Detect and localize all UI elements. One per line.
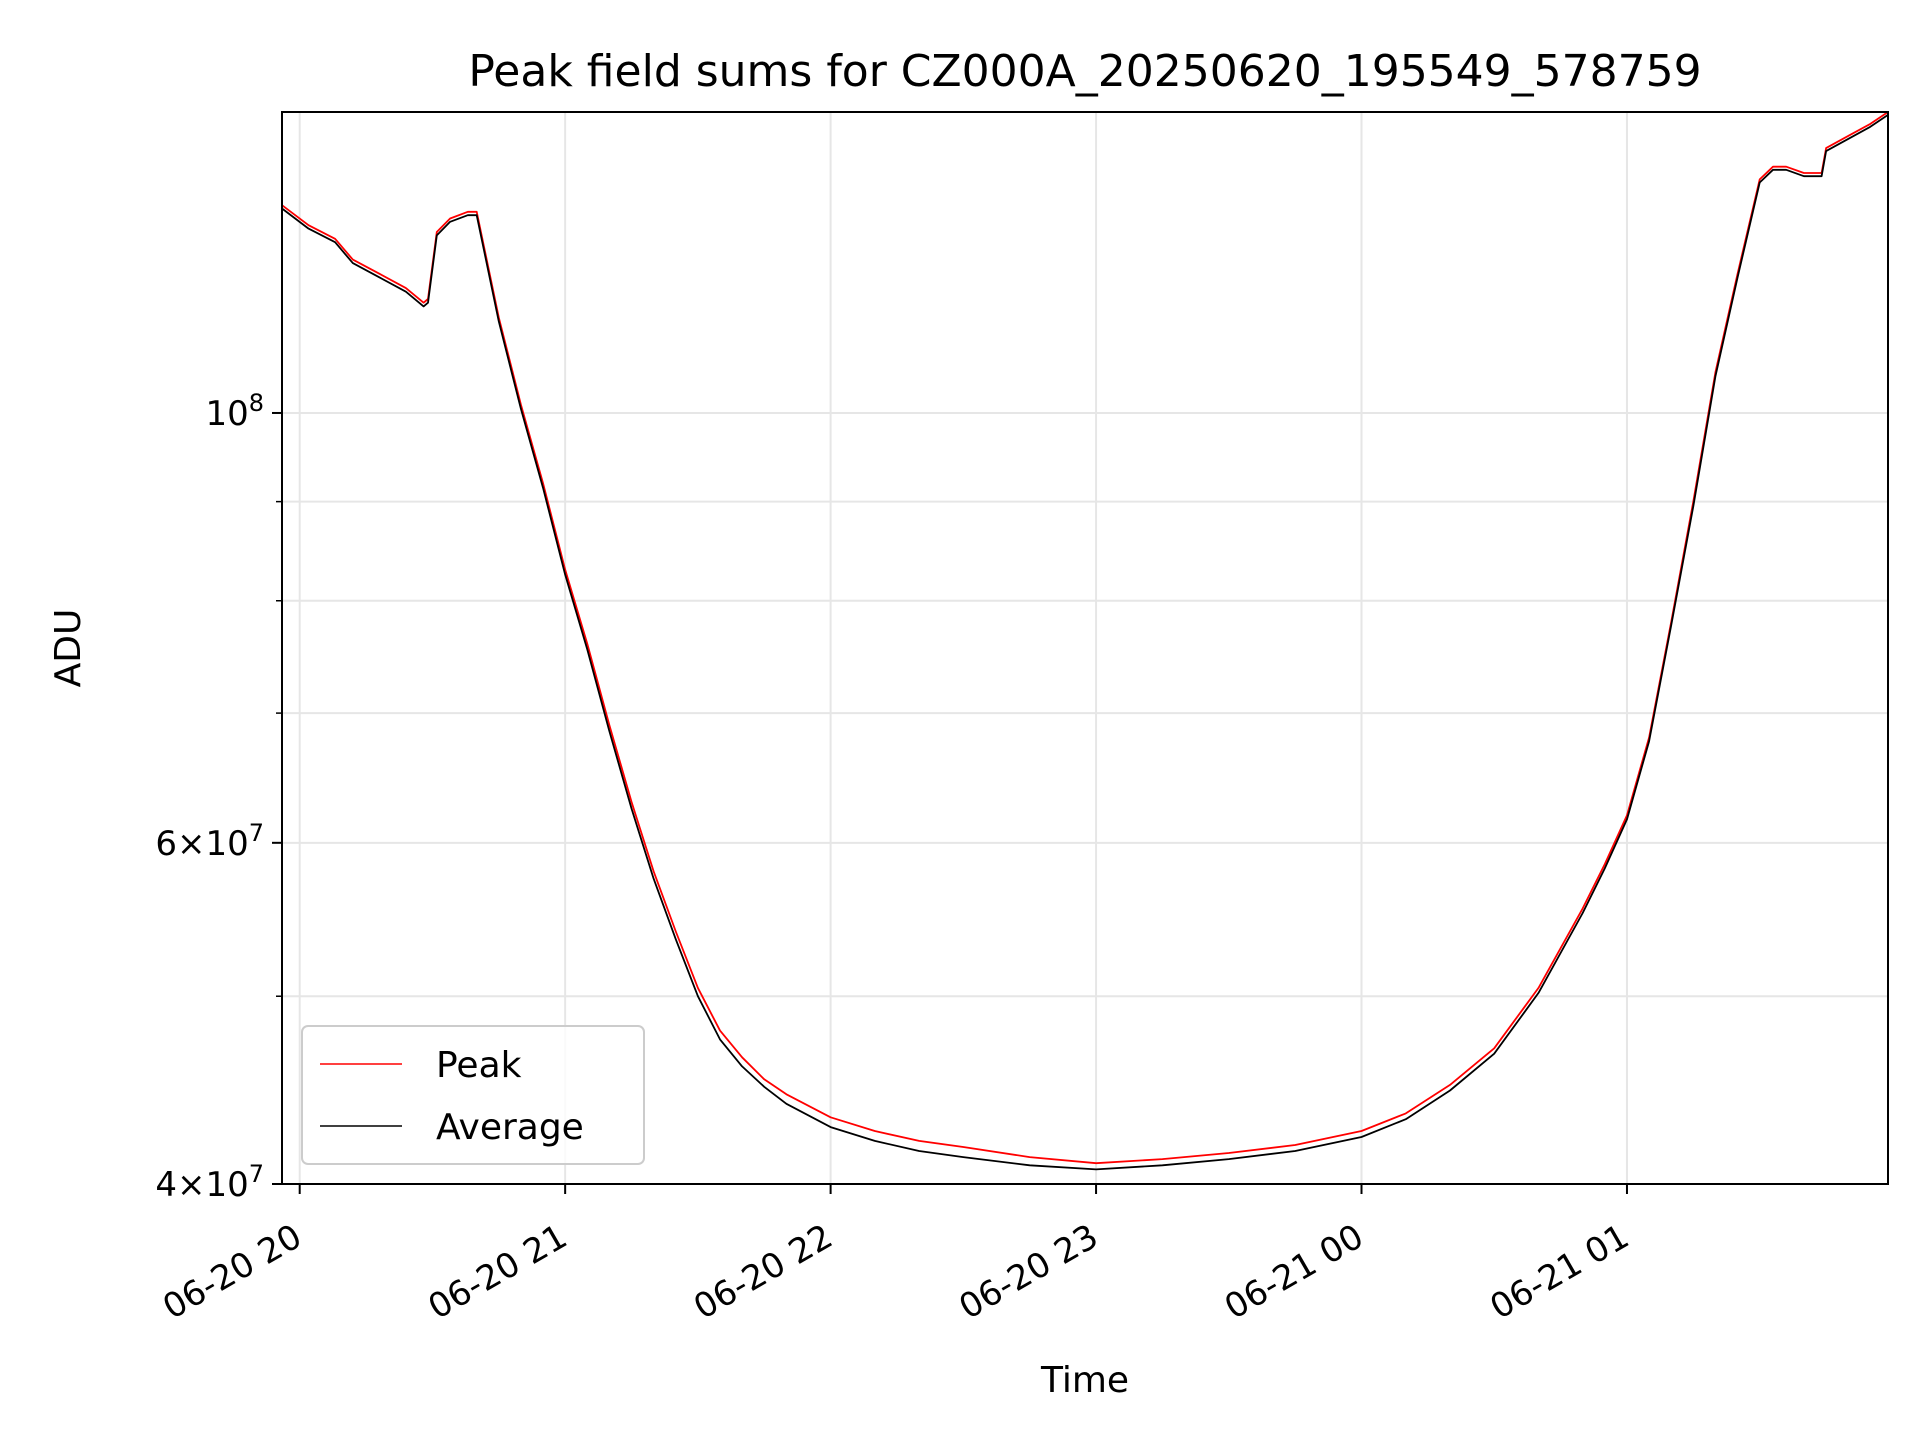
legend-label-average: Average xyxy=(436,1107,584,1148)
y-tick-label: 4×107 xyxy=(155,1160,264,1205)
y-axis-title: ADU xyxy=(48,609,89,688)
legend-box xyxy=(301,1025,645,1165)
legend-label-peak: Peak xyxy=(436,1045,522,1086)
series-line-average xyxy=(281,114,1889,1171)
plot-frame xyxy=(281,111,1889,1185)
series-layer xyxy=(281,111,1889,1171)
y-axis: 4×107 6×107 108 xyxy=(155,389,282,1205)
y-tick-label: 108 xyxy=(205,389,264,434)
x-axis-title: Time xyxy=(1040,1360,1129,1401)
y-tick-label: 6×107 xyxy=(155,819,264,864)
legend: Peak Average xyxy=(301,1025,645,1165)
grid xyxy=(282,112,1888,1185)
chart-title: Peak field sums for CZ000A_20250620_1955… xyxy=(468,46,1701,97)
